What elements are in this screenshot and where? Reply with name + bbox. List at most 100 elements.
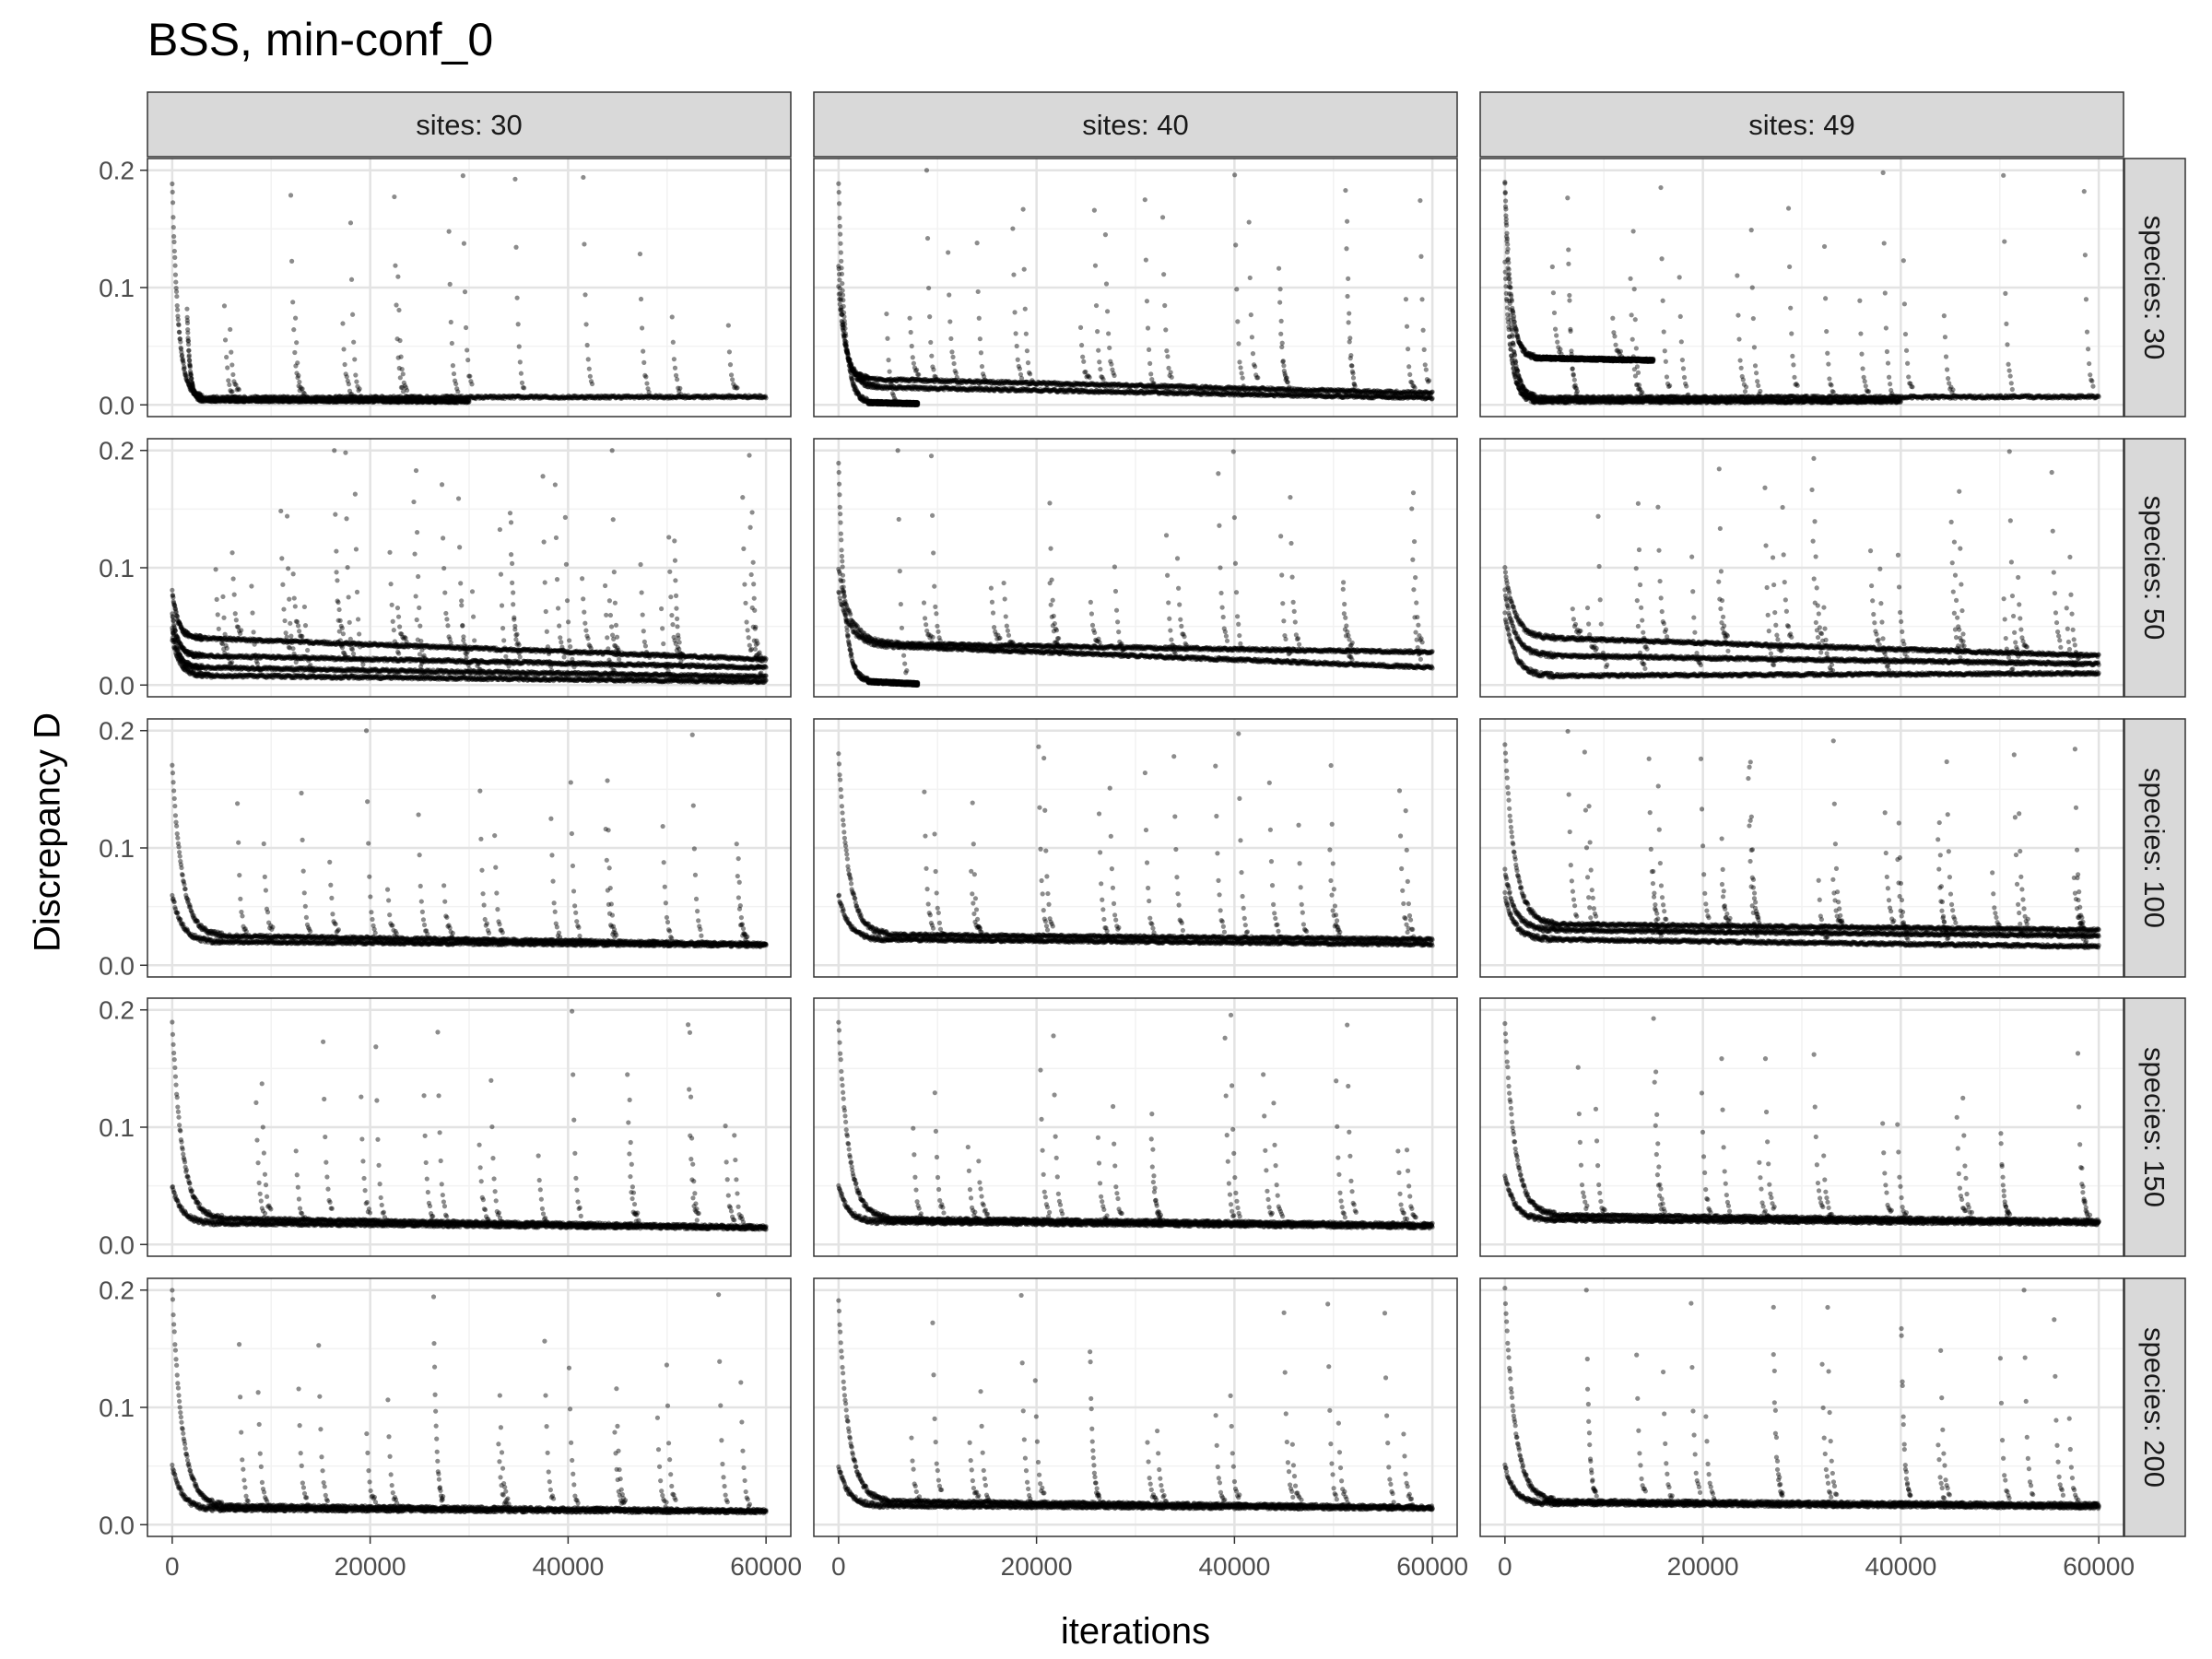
- data-point: [212, 395, 218, 401]
- data-point: [350, 312, 356, 317]
- data-point: [836, 181, 841, 186]
- data-point: [850, 376, 855, 382]
- data-point: [283, 396, 288, 402]
- data-point: [1250, 351, 1256, 357]
- data-point: [1112, 372, 1117, 379]
- data-point: [228, 395, 233, 401]
- row-strip: [2124, 1277, 2186, 1537]
- data-point: [263, 394, 268, 399]
- data-point: [212, 394, 218, 400]
- data-point: [252, 396, 257, 402]
- data-point: [239, 396, 244, 402]
- data-point: [205, 396, 210, 402]
- data-point: [219, 395, 225, 401]
- data-point: [171, 239, 177, 245]
- data-point: [186, 382, 192, 387]
- data-point: [1419, 297, 1425, 302]
- data-point: [200, 395, 206, 401]
- data-point: [273, 394, 278, 399]
- data-point: [1011, 272, 1017, 277]
- data-point: [221, 394, 228, 400]
- data-point: [175, 313, 181, 319]
- data-point: [1277, 300, 1283, 305]
- data-point: [269, 395, 275, 401]
- data-point: [288, 396, 293, 402]
- data-point: [171, 248, 177, 254]
- data-point: [884, 311, 889, 317]
- data-point: [195, 394, 201, 399]
- data-point: [216, 396, 222, 402]
- data-point: [1161, 272, 1167, 277]
- data-point: [180, 357, 185, 362]
- data-point: [947, 319, 953, 324]
- data-point: [587, 373, 593, 379]
- data-point: [287, 395, 292, 401]
- data-point: [838, 231, 843, 237]
- data-point: [282, 394, 288, 400]
- data-point: [250, 394, 255, 399]
- data-point: [183, 375, 189, 381]
- data-point: [182, 372, 189, 378]
- data-point: [460, 173, 465, 179]
- data-point: [1018, 375, 1025, 382]
- data-point: [174, 307, 181, 312]
- data-point: [203, 395, 208, 401]
- data-point: [184, 306, 190, 312]
- data-point: [228, 395, 233, 401]
- data-point: [670, 339, 676, 345]
- data-point: [237, 394, 243, 400]
- facet-panel: [147, 158, 792, 418]
- data-point: [450, 363, 456, 369]
- data-point: [836, 284, 841, 289]
- data-point: [290, 394, 296, 400]
- data-point: [288, 395, 294, 401]
- data-point: [267, 394, 273, 401]
- column-strip: [813, 91, 1458, 158]
- row-strip-label: species: 100: [2138, 768, 2171, 928]
- data-point: [914, 367, 920, 372]
- y-tick-label: 0.2: [99, 1277, 135, 1305]
- data-point: [181, 359, 186, 364]
- data-point: [227, 395, 232, 401]
- data-point: [185, 381, 191, 386]
- x-tick-label: 0: [1498, 1552, 1512, 1581]
- row-strip: [2124, 158, 2186, 418]
- data-point: [181, 360, 186, 366]
- data-point: [192, 391, 198, 396]
- data-point: [207, 396, 214, 402]
- x-tick-label: 60000: [2063, 1552, 2135, 1581]
- data-point: [254, 394, 260, 400]
- x-tick-label: 0: [831, 1552, 846, 1581]
- data-point: [173, 285, 179, 291]
- data-point: [184, 320, 191, 326]
- data-point: [763, 395, 769, 401]
- data-point: [461, 241, 467, 246]
- data-point: [644, 381, 650, 386]
- data-point: [838, 308, 843, 313]
- data-point: [448, 319, 453, 325]
- data-point: [839, 258, 844, 264]
- data-point: [200, 395, 206, 401]
- data-point: [229, 394, 235, 400]
- data-point: [292, 394, 298, 401]
- row-strip: [2124, 438, 2186, 698]
- data-point: [291, 327, 297, 333]
- data-point: [675, 377, 680, 382]
- data-point: [275, 395, 280, 402]
- data-point: [276, 394, 282, 400]
- data-point: [229, 389, 235, 394]
- data-point: [220, 394, 226, 400]
- x-tick-label: 40000: [1865, 1552, 1936, 1581]
- data-point: [1430, 389, 1435, 394]
- data-point: [179, 352, 185, 358]
- data-point: [447, 281, 453, 287]
- data-point: [231, 394, 238, 399]
- data-point: [1422, 362, 1428, 368]
- data-point: [175, 317, 181, 323]
- data-point: [292, 315, 299, 321]
- data-point: [182, 371, 188, 376]
- data-point: [198, 393, 204, 398]
- data-point: [351, 339, 357, 345]
- data-point: [189, 388, 194, 394]
